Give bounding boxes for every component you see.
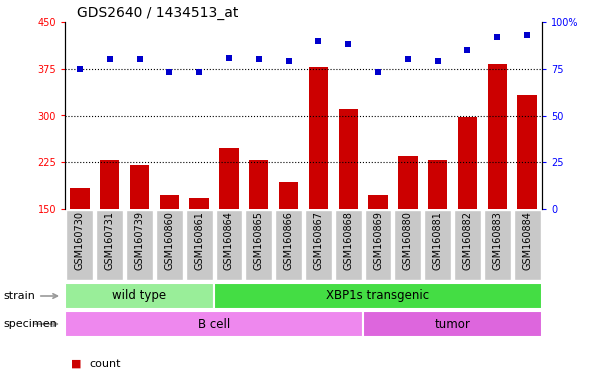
Text: GSM160860: GSM160860 [164, 211, 174, 270]
Point [433, 58, 442, 65]
Bar [368, 195, 388, 209]
Bar [517, 95, 537, 209]
Bar [424, 210, 451, 280]
Bar [216, 210, 242, 280]
Point [373, 70, 383, 76]
Text: wild type: wild type [112, 290, 166, 303]
Point [105, 56, 115, 63]
Text: GSM160730: GSM160730 [75, 211, 85, 270]
Text: GSM160866: GSM160866 [284, 211, 294, 270]
Bar [214, 283, 542, 309]
Text: GSM160868: GSM160868 [343, 211, 353, 270]
Point [403, 56, 413, 63]
Text: GSM160861: GSM160861 [194, 211, 204, 270]
Bar [458, 118, 477, 209]
Bar [338, 109, 358, 209]
Text: XBP1s transgenic: XBP1s transgenic [326, 290, 430, 303]
Text: GSM160881: GSM160881 [433, 211, 443, 270]
Text: count: count [89, 359, 121, 369]
Bar [65, 283, 214, 309]
Bar [100, 161, 120, 209]
Bar [126, 210, 153, 280]
Bar [398, 156, 418, 209]
Bar [130, 166, 149, 209]
Point [284, 58, 293, 65]
Bar [189, 198, 209, 209]
Bar [335, 210, 362, 280]
Text: GSM160883: GSM160883 [492, 211, 502, 270]
Bar [484, 210, 511, 280]
Text: specimen: specimen [3, 319, 56, 329]
Text: GDS2640 / 1434513_at: GDS2640 / 1434513_at [77, 6, 239, 20]
Bar [156, 210, 183, 280]
Text: GSM160867: GSM160867 [313, 211, 323, 270]
Bar [514, 210, 540, 280]
Bar [96, 210, 123, 280]
Bar [186, 210, 213, 280]
Text: strain: strain [3, 291, 35, 301]
Bar [394, 210, 421, 280]
Point [314, 38, 323, 44]
Bar [487, 64, 507, 209]
Text: GSM160739: GSM160739 [135, 211, 144, 270]
Bar [67, 210, 93, 280]
Bar [365, 210, 391, 280]
Bar [65, 311, 363, 337]
Bar [305, 210, 332, 280]
Bar [454, 210, 481, 280]
Bar [309, 67, 328, 209]
Point [492, 34, 502, 40]
Point [75, 66, 85, 72]
Text: tumor: tumor [435, 318, 471, 331]
Point [463, 47, 472, 53]
Point [224, 55, 234, 61]
Bar [160, 195, 179, 209]
Bar [428, 161, 447, 209]
Bar [275, 210, 302, 280]
Text: GSM160865: GSM160865 [254, 211, 264, 270]
Bar [279, 182, 298, 209]
Bar [363, 311, 542, 337]
Bar [249, 161, 269, 209]
Text: GSM160882: GSM160882 [462, 211, 472, 270]
Point [343, 41, 353, 48]
Text: GSM160864: GSM160864 [224, 211, 234, 270]
Bar [219, 148, 239, 209]
Point [135, 56, 144, 63]
Point [254, 56, 264, 63]
Text: GSM160880: GSM160880 [403, 211, 413, 270]
Text: GSM160731: GSM160731 [105, 211, 115, 270]
Bar [245, 210, 272, 280]
Text: GSM160884: GSM160884 [522, 211, 532, 270]
Text: GSM160869: GSM160869 [373, 211, 383, 270]
Point [165, 70, 174, 76]
Text: ■: ■ [71, 359, 82, 369]
Text: B cell: B cell [198, 318, 230, 331]
Point [194, 70, 204, 76]
Point [522, 32, 532, 38]
Bar [70, 189, 90, 209]
